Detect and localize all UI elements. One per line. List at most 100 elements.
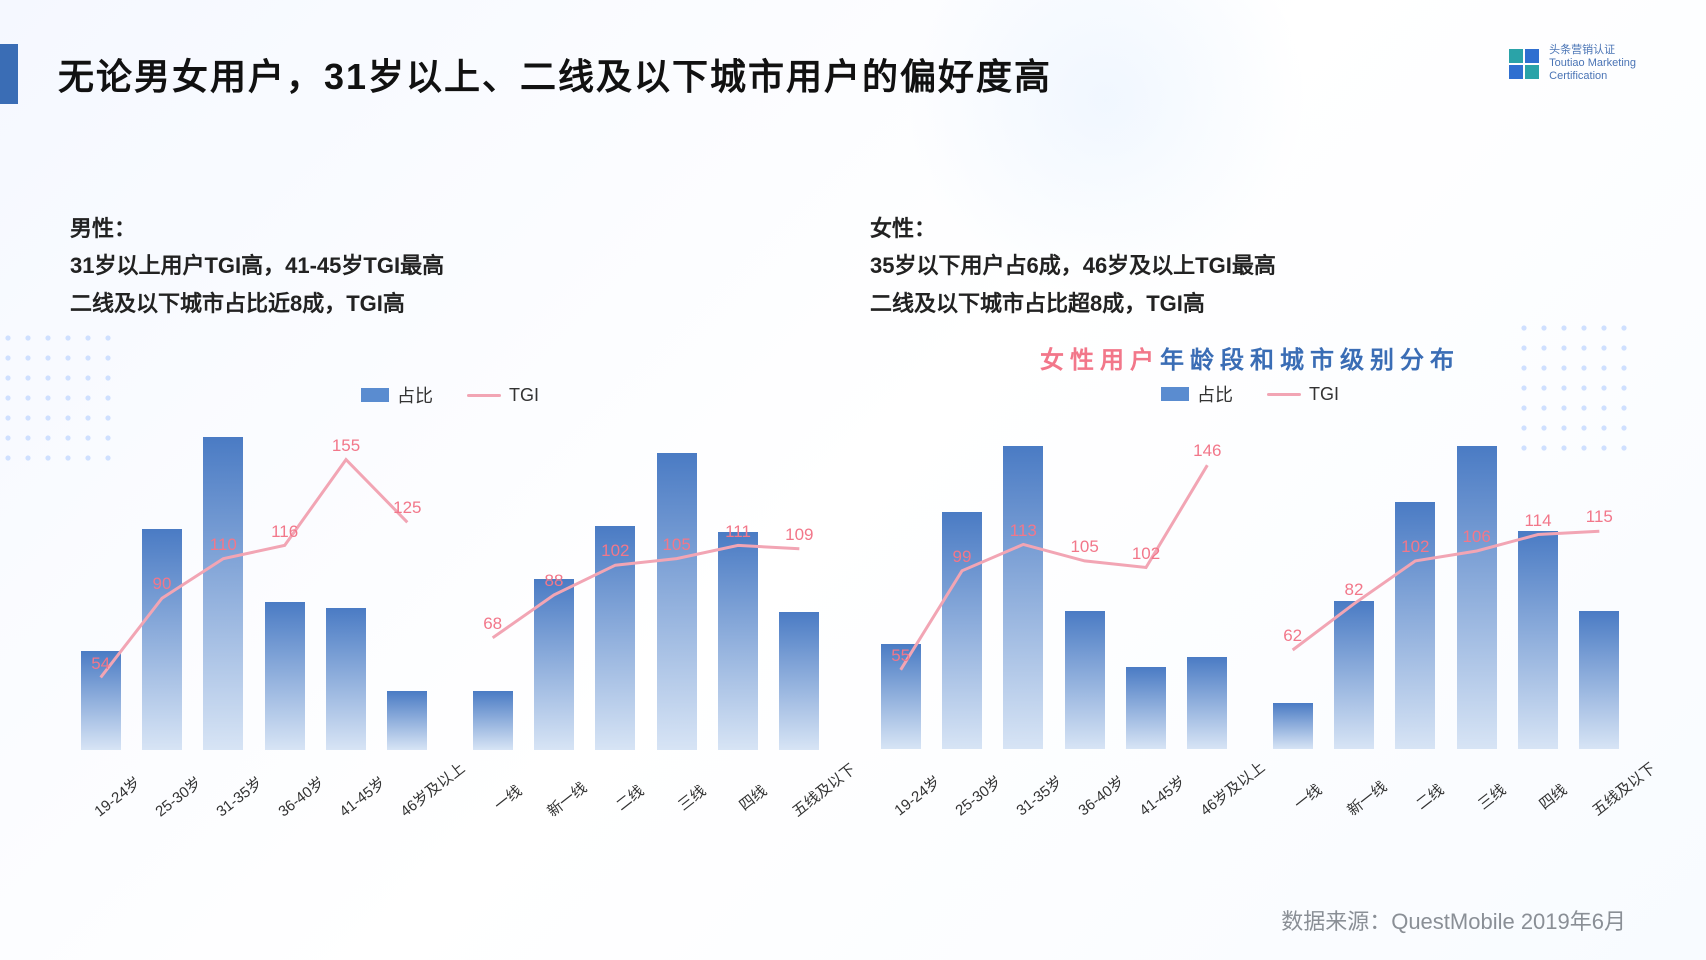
x-axis-label: 三线 xyxy=(1465,779,1509,820)
line-swatch-icon xyxy=(467,394,501,397)
line-swatch-icon xyxy=(1267,393,1301,396)
female-chart-title-p1: 女性用户 xyxy=(1040,347,1160,374)
bar xyxy=(718,532,758,750)
tgi-label: 88 xyxy=(545,571,564,591)
x-axis-label: 31-35岁 xyxy=(1012,779,1056,820)
tgi-label: 116 xyxy=(271,522,298,542)
x-axis-label: 新一线 xyxy=(542,780,586,821)
bar xyxy=(1457,446,1497,750)
legend-bar: 占比 xyxy=(1161,381,1233,407)
legend-line-label: TGI xyxy=(1309,384,1339,405)
legend-line: TGI xyxy=(1267,384,1339,405)
x-axis-label: 41-45岁 xyxy=(334,780,378,821)
female-chart-title: 女性用户年龄段和城市级别分布 xyxy=(870,340,1630,375)
legend-bar-label: 占比 xyxy=(397,382,433,408)
x-axis-label: 31-35岁 xyxy=(212,780,256,821)
female-age-chart: 55 99 113 105 102 146 19-24岁 25-30岁 31-35岁 36-40岁… xyxy=(870,419,1238,849)
bar xyxy=(1273,703,1313,749)
logo-text: 头条营销认证 Toutiao Marketing Certification xyxy=(1549,44,1636,84)
x-axis-label: 五线及以下 xyxy=(1588,779,1632,820)
x-axis-label: 25-30岁 xyxy=(150,780,194,821)
x-axis-label: 新一线 xyxy=(1342,779,1386,820)
tgi-label: 110 xyxy=(210,535,237,555)
logo-text-l1: 头条营销认证 xyxy=(1549,44,1636,57)
bar-swatch-icon xyxy=(1161,387,1189,401)
x-axis-label: 19-24岁 xyxy=(89,780,133,821)
male-charts-row: 549011011615512519-24岁25-30岁31-35岁36-40岁… xyxy=(70,420,830,850)
male-legend: 占比 TGI xyxy=(70,382,830,408)
tgi-label: 105 xyxy=(1070,537,1098,557)
tgi-label: 146 xyxy=(1193,441,1221,461)
bar xyxy=(387,691,427,750)
tgi-label: 68 xyxy=(483,614,502,634)
male-header-l2: 31岁以上用户TGI高，41-45岁TGI最高 xyxy=(70,247,830,284)
x-axis-label: 46岁及以上 xyxy=(1196,779,1240,820)
tgi-label: 114 xyxy=(1524,511,1551,531)
female-charts-row: 55 99 113 105 102 146 19-24岁 25-30岁 31-35岁 36-40岁… xyxy=(870,419,1630,849)
page-title: 无论男女用户，31岁以上、二线及以下城市用户的偏好度高 xyxy=(58,48,1052,100)
female-city-chart: 6282102106114115一线新一线二线三线四线五线及以下 xyxy=(1262,419,1630,849)
x-axis-label: 19-24岁 xyxy=(889,779,933,820)
female-header-l1: 女性： xyxy=(870,210,1630,247)
bar xyxy=(326,608,366,750)
tgi-label: 99 xyxy=(953,547,972,567)
x-axis-label: 36-40岁 xyxy=(1073,779,1117,820)
bar xyxy=(1187,657,1227,749)
bar xyxy=(203,437,243,751)
male-column: 男性： 31岁以上用户TGI高，41-45岁TGI最高 二线及以下城市占比近8成… xyxy=(70,210,830,850)
x-axis-label: 四线 xyxy=(726,780,770,821)
bar xyxy=(1579,611,1619,750)
tgi-label: 90 xyxy=(153,574,172,594)
bar xyxy=(1003,446,1043,750)
legend-bar: 占比 xyxy=(361,382,433,408)
tgi-label: 109 xyxy=(785,525,813,545)
tgi-label: 155 xyxy=(332,436,360,456)
bar xyxy=(265,602,305,751)
logo-icon xyxy=(1507,47,1541,81)
logo: 头条营销认证 Toutiao Marketing Certification xyxy=(1507,44,1636,84)
female-header: 女性： 35岁以下用户占6成，46岁及以上TGI最高 二线及以下城市占比超8成，… xyxy=(870,210,1630,322)
tgi-label: 105 xyxy=(662,535,690,555)
tgi-label: 102 xyxy=(601,541,629,561)
bar-swatch-icon xyxy=(361,388,389,402)
bar xyxy=(142,529,182,750)
bar xyxy=(1518,531,1558,749)
x-axis-label: 41-45岁 xyxy=(1134,779,1178,820)
female-legend: 占比 TGI xyxy=(870,381,1630,407)
bar xyxy=(657,453,697,750)
tgi-label: 115 xyxy=(1586,507,1613,527)
tgi-label: 106 xyxy=(1462,527,1490,547)
x-axis-label: 25-30岁 xyxy=(950,779,994,820)
legend-line: TGI xyxy=(467,385,539,406)
title-accent-bar xyxy=(0,44,18,104)
legend-line-label: TGI xyxy=(509,385,539,406)
x-axis-label: 一线 xyxy=(1281,779,1325,820)
tgi-label: 55 xyxy=(891,646,910,666)
male-city-chart: 6888102105111109一线新一线二线三线四线五线及以下 xyxy=(462,420,830,850)
x-axis-label: 一线 xyxy=(481,780,525,821)
male-age-chart: 549011011615512519-24岁25-30岁31-35岁36-40岁… xyxy=(70,420,438,850)
x-axis-label: 四线 xyxy=(1526,779,1570,820)
male-header: 男性： 31岁以上用户TGI高，41-45岁TGI最高 二线及以下城市占比近8成… xyxy=(70,210,830,322)
male-header-l3: 二线及以下城市占比近8成，TGI高 xyxy=(70,285,830,322)
female-chart-title-p2: 年龄段和城市级别分布 xyxy=(1160,347,1460,374)
tgi-label: 62 xyxy=(1283,626,1302,646)
x-axis-label: 三线 xyxy=(665,780,709,821)
tgi-label: 102 xyxy=(1132,544,1160,564)
x-axis-label: 五线及以下 xyxy=(788,780,832,821)
female-header-l3: 二线及以下城市占比超8成，TGI高 xyxy=(870,285,1630,322)
tgi-label: 125 xyxy=(393,498,421,518)
male-header-l1: 男性： xyxy=(70,210,830,247)
logo-text-l3: Certification xyxy=(1549,70,1636,83)
tgi-label: 102 xyxy=(1401,537,1429,557)
bar xyxy=(1334,601,1374,750)
bar xyxy=(779,612,819,751)
title-bar: 无论男女用户，31岁以上、二线及以下城市用户的偏好度高 xyxy=(0,44,1052,104)
logo-text-l2: Toutiao Marketing xyxy=(1549,57,1636,70)
bar xyxy=(534,579,574,751)
tgi-label: 113 xyxy=(1010,521,1037,541)
data-source: 数据来源：QuestMobile 2019年6月 xyxy=(1281,904,1626,936)
x-axis-label: 46岁及以上 xyxy=(396,780,440,821)
legend-bar-label: 占比 xyxy=(1197,381,1233,407)
tgi-label: 54 xyxy=(91,654,110,674)
